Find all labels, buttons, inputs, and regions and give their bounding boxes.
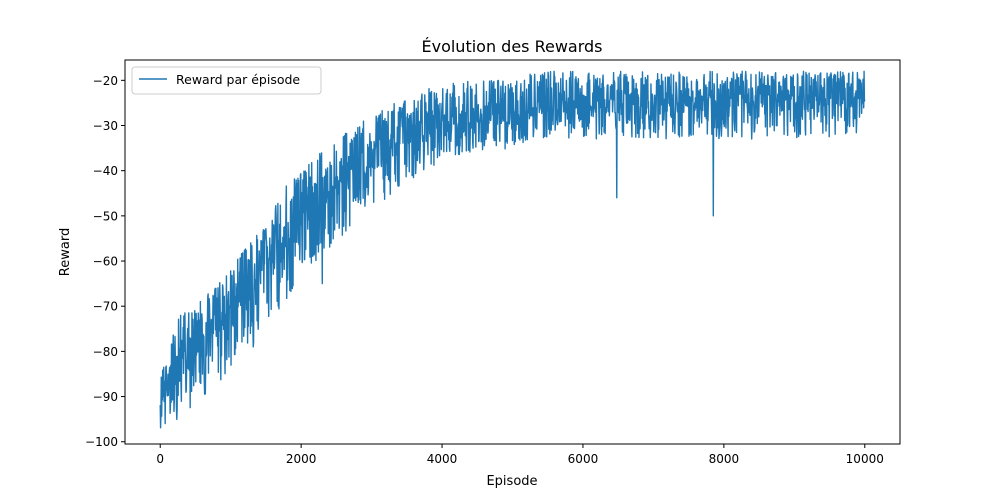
y-tick-label: −60 — [93, 255, 118, 269]
y-tick-label: −20 — [93, 74, 118, 88]
x-axis: 0 2000 4000 6000 8000 10000 — [156, 444, 884, 466]
series-line-reward-par-episode — [159, 70, 866, 429]
x-tick-label: 2000 — [286, 452, 317, 466]
y-tick-label: −50 — [93, 209, 118, 223]
legend: Reward par épisode — [131, 66, 322, 95]
x-tick-label: 4000 — [427, 452, 458, 466]
series-layer — [159, 70, 866, 429]
y-axis-label: Reward — [58, 228, 73, 276]
y-tick-label: −90 — [93, 390, 118, 404]
x-axis-label: Episode — [486, 474, 537, 489]
legend-box — [131, 66, 322, 95]
y-tick-label: −40 — [93, 164, 118, 178]
y-tick-label: −30 — [93, 119, 118, 133]
y-tick-label: −80 — [93, 345, 118, 359]
plot-area-frame — [124, 59, 901, 445]
x-tick-label: 8000 — [709, 452, 740, 466]
legend-entry-label: Reward par épisode — [176, 72, 300, 87]
x-tick-label: 0 — [156, 452, 164, 466]
x-tick-label: 10000 — [846, 452, 884, 466]
x-tick-label: 6000 — [568, 452, 599, 466]
y-tick-label: −70 — [93, 300, 118, 314]
y-axis: −100 −90 −80 −70 −60 −50 −40 −30 −20 — [85, 74, 125, 449]
chart-title: Évolution des Rewards — [421, 37, 602, 56]
y-tick-label: −100 — [85, 435, 118, 449]
